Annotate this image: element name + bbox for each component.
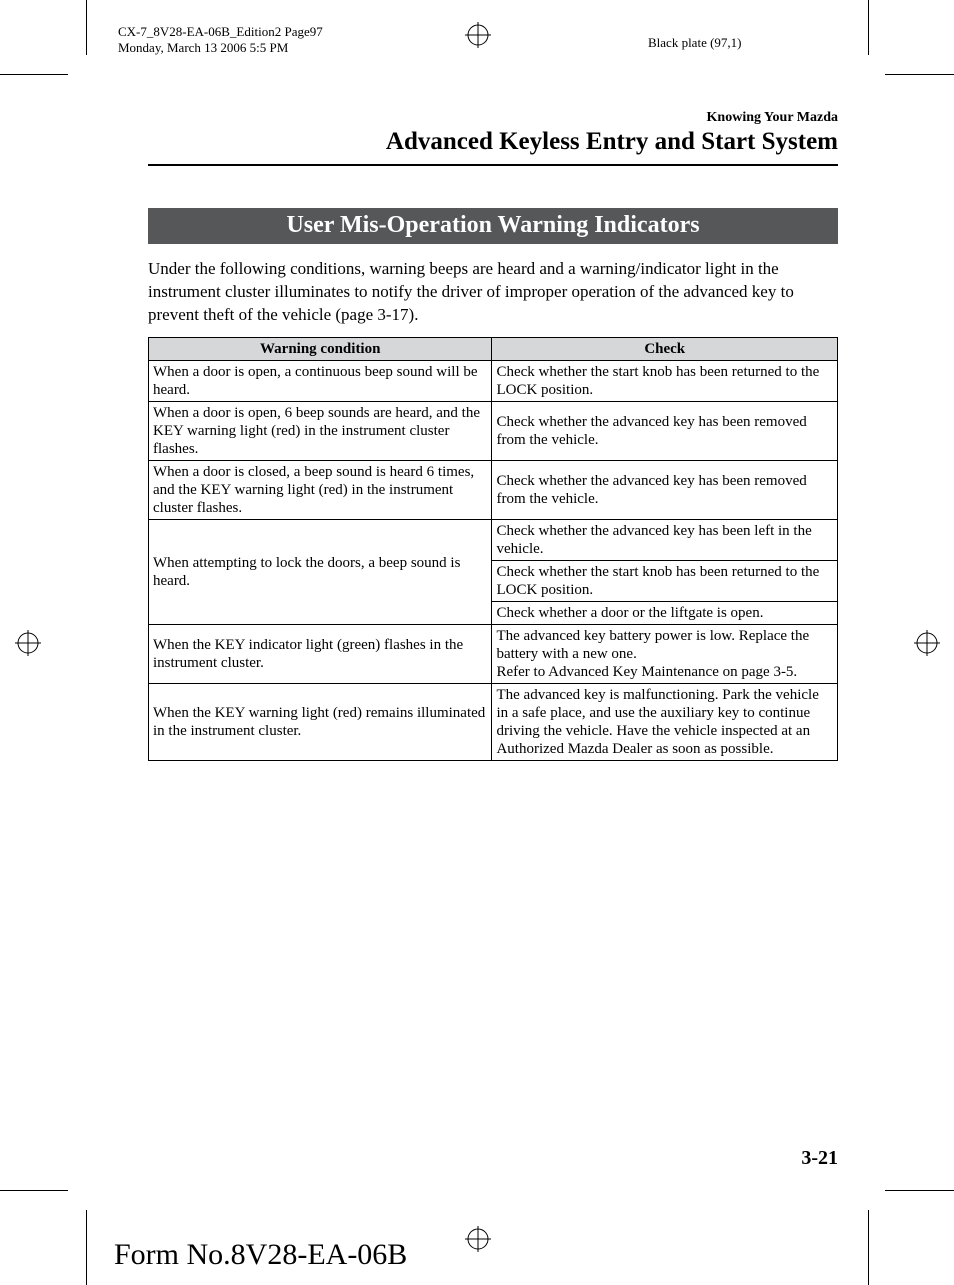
registration-mark-bottom [465,1226,491,1252]
table-cell-condition: When a door is open, a continuous beep s… [149,360,492,401]
crop-mark [0,74,68,75]
table-header-check: Check [492,337,838,360]
header-supertitle: Knowing Your Mazda [86,110,838,126]
table-header-condition: Warning condition [149,337,492,360]
table-cell-check: Check whether the advanced key has been … [492,460,838,519]
warning-table: Warning condition Check When a door is o… [148,337,838,761]
crop-mark [86,0,87,55]
crop-mark [885,1190,954,1191]
section-title-wrap: User Mis-Operation Warning Indicators [148,208,838,244]
crop-mark [0,1190,68,1191]
registration-mark-right [914,630,940,656]
table-cell-check: Check whether the start knob has been re… [492,360,838,401]
crop-mark [868,0,869,55]
table-cell-condition: When a door is open, 6 beep sounds are h… [149,401,492,460]
registration-mark-top [465,22,491,48]
crop-mark [86,1210,87,1285]
table-row: When a door is open, 6 beep sounds are h… [149,401,838,460]
table-cell-check: The advanced key is malfunctioning. Park… [492,683,838,760]
table-cell-check: Check whether the start knob has been re… [492,560,838,601]
plate-label: Black plate (97,1) [648,35,742,51]
section-title: User Mis-Operation Warning Indicators [148,208,838,244]
table-cell-check: The advanced key battery power is low. R… [492,624,838,683]
table-cell-check: Check whether the advanced key has been … [492,401,838,460]
page-header: Knowing Your Mazda Advanced Keyless Entr… [86,74,868,156]
crop-mark [885,74,954,75]
page-number: 3-21 [801,1147,838,1170]
table-cell-condition: When the KEY warning light (red) remains… [149,683,492,760]
table-cell-condition: When attempting to lock the doors, a bee… [149,519,492,624]
table-cell-check: Check whether the advanced key has been … [492,519,838,560]
print-meta: CX-7_8V28-EA-06B_Edition2 Page97 Monday,… [118,24,323,57]
table-cell-check: Check whether a door or the liftgate is … [492,601,838,624]
table-row: When the KEY warning light (red) remains… [149,683,838,760]
header-rule [148,164,838,166]
print-meta-line2: Monday, March 13 2006 5:5 PM [118,40,323,56]
registration-mark-left [15,630,41,656]
form-number: Form No.8V28-EA-06B [114,1238,407,1272]
table-cell-condition: When the KEY indicator light (green) fla… [149,624,492,683]
print-meta-line1: CX-7_8V28-EA-06B_Edition2 Page97 [118,24,323,40]
table-row: When a door is open, a continuous beep s… [149,360,838,401]
section-intro: Under the following conditions, warning … [148,258,838,327]
table-row: When a door is closed, a beep sound is h… [149,460,838,519]
crop-mark [868,1210,869,1285]
table-cell-condition: When a door is closed, a beep sound is h… [149,460,492,519]
page-body: Knowing Your Mazda Advanced Keyless Entr… [86,74,868,1190]
table-row: When attempting to lock the doors, a bee… [149,519,838,560]
header-title: Advanced Keyless Entry and Start System [86,128,838,156]
table-header-row: Warning condition Check [149,337,838,360]
table-row: When the KEY indicator light (green) fla… [149,624,838,683]
